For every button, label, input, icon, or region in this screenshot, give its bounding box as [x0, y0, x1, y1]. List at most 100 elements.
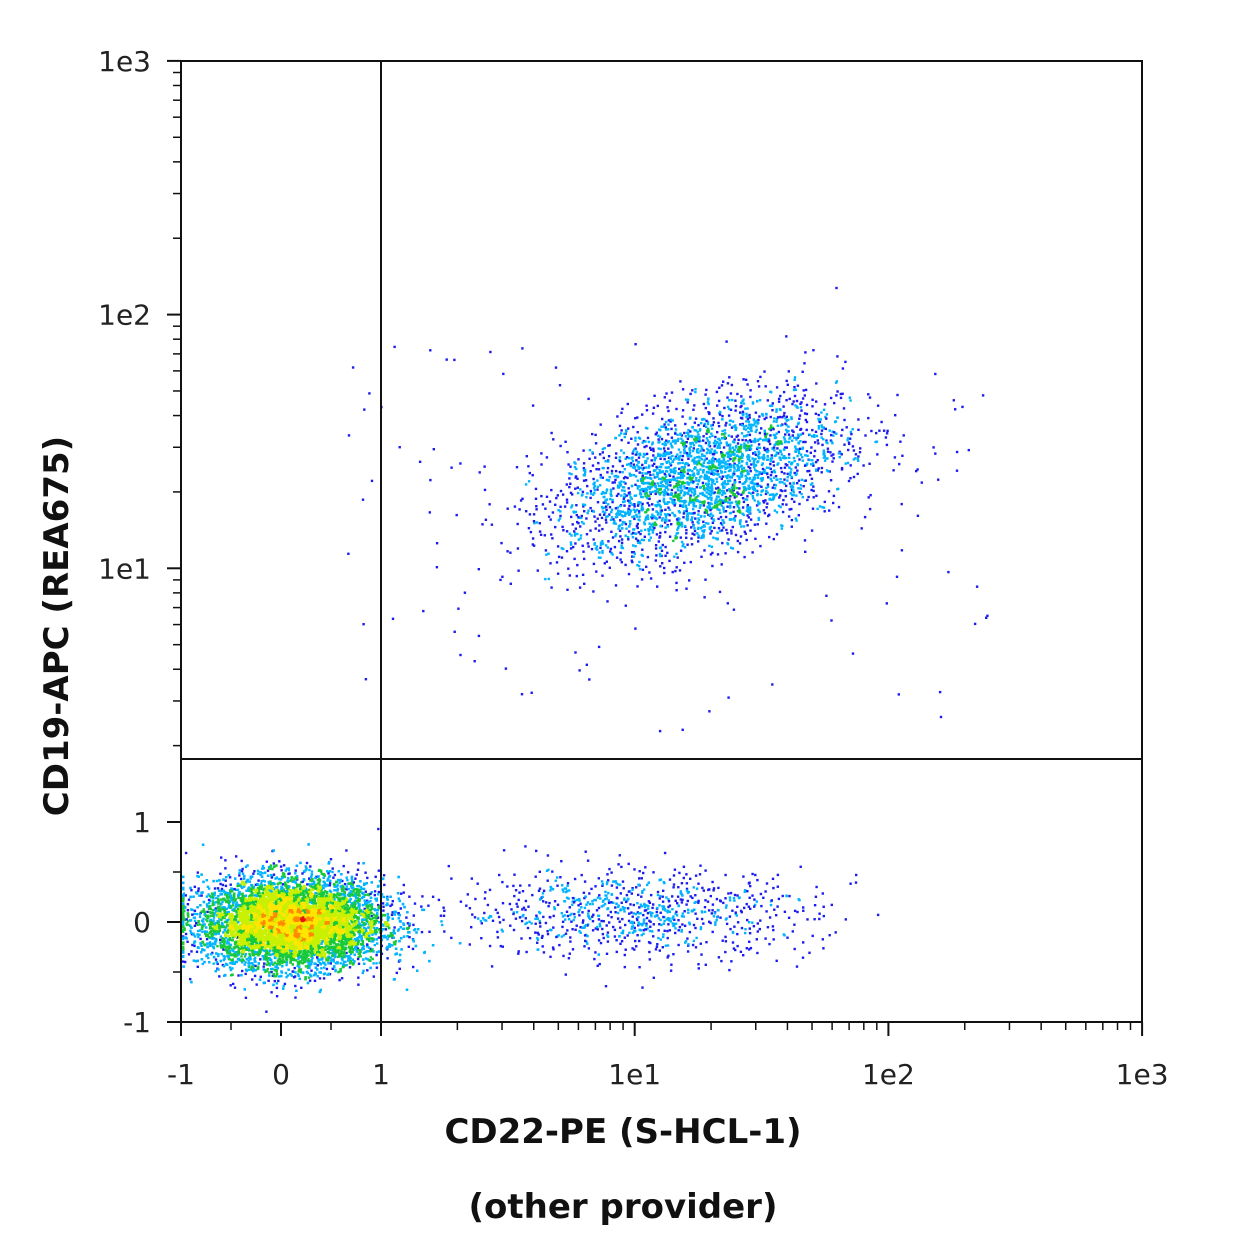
data-point [372, 975, 375, 978]
data-point [374, 875, 377, 878]
data-point [272, 873, 276, 876]
data-point [309, 973, 312, 976]
data-point [262, 879, 265, 882]
data-point [259, 928, 262, 932]
data-point [277, 877, 280, 881]
data-point [254, 964, 257, 968]
data-point [278, 860, 281, 863]
data-point [253, 894, 257, 897]
data-point [282, 932, 285, 935]
data-point [269, 930, 272, 933]
data-point [240, 924, 243, 927]
data-point [339, 953, 342, 956]
data-point [390, 903, 394, 906]
data-point [350, 904, 353, 907]
data-point [369, 947, 372, 951]
data-point [215, 896, 218, 900]
data-point [342, 886, 345, 889]
data-point [321, 956, 324, 959]
data-point [226, 938, 230, 941]
data-point [242, 948, 246, 952]
data-point [306, 942, 309, 945]
data-point [376, 942, 379, 945]
data-point [360, 887, 363, 890]
data-point [256, 916, 260, 920]
data-point [263, 916, 266, 919]
data-point [314, 953, 317, 956]
data-point [193, 912, 196, 915]
data-point [353, 937, 357, 941]
data-point [311, 899, 314, 902]
data-point [257, 950, 261, 953]
data-point [270, 961, 273, 964]
data-point [320, 953, 323, 957]
data-point [260, 926, 263, 929]
data-point [206, 953, 210, 956]
data-point [306, 883, 309, 886]
data-point [294, 881, 298, 885]
data-point [251, 949, 255, 952]
data-point [198, 894, 201, 897]
data-point [344, 960, 347, 963]
data-point [187, 898, 191, 901]
data-point [306, 959, 309, 963]
data-point [336, 883, 339, 887]
data-point [361, 920, 364, 924]
data-point [244, 918, 247, 922]
data-point [292, 947, 295, 951]
data-point [352, 881, 355, 884]
data-point [189, 926, 193, 929]
data-point [280, 885, 283, 888]
data-point [212, 916, 216, 919]
data-point [393, 926, 396, 929]
data-point [439, 914, 443, 917]
data-point [267, 979, 270, 982]
data-point [343, 903, 347, 907]
data-point [303, 959, 306, 962]
data-point [219, 935, 223, 938]
data-point [402, 883, 405, 887]
data-point [229, 984, 232, 987]
data-point [356, 957, 360, 961]
data-point [368, 950, 372, 953]
data-point [224, 859, 227, 862]
data-point [322, 915, 326, 918]
data-point [240, 859, 243, 863]
data-point [359, 886, 363, 889]
data-point [270, 876, 273, 879]
data-point [247, 949, 251, 952]
data-point [381, 928, 384, 931]
data-point [250, 967, 253, 971]
data-point [342, 904, 345, 907]
data-point [214, 901, 218, 904]
data-point [376, 913, 379, 917]
data-point [412, 923, 415, 927]
data-point [333, 873, 337, 877]
data-point [253, 935, 257, 939]
data-point [220, 918, 223, 921]
data-point [373, 890, 377, 893]
data-point [198, 933, 201, 936]
data-point [184, 960, 187, 964]
data-point [364, 882, 367, 886]
data-point [234, 898, 238, 901]
data-point [352, 888, 355, 892]
data-point [402, 891, 405, 894]
data-point [350, 931, 353, 934]
data-point [355, 946, 359, 949]
data-point [330, 913, 333, 916]
data-point [239, 904, 243, 907]
data-point [357, 962, 361, 965]
data-point [238, 874, 241, 877]
data-point [231, 967, 234, 970]
data-point [281, 883, 285, 886]
data-point [189, 931, 193, 935]
data-point [215, 879, 219, 883]
data-point [339, 962, 342, 965]
data-point [329, 962, 332, 965]
data-point [323, 966, 326, 969]
data-point [262, 867, 265, 870]
data-point [191, 943, 194, 947]
data-point [305, 861, 309, 865]
data-point [214, 907, 217, 910]
